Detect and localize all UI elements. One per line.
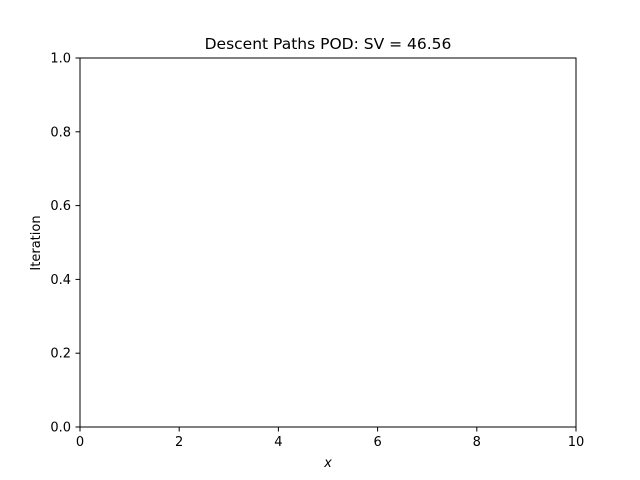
x-tick-label: 0 [76,435,84,450]
y-axis: 0.0 0.2 0.4 0.6 0.8 1.0 [50,52,80,436]
x-tick-label: 10 [568,435,585,450]
x-tick-label: 8 [473,435,481,450]
plot-area [79,57,577,428]
y-axis-label: Iteration [29,215,44,270]
y-tick-label: 0.6 [50,199,71,214]
y-tick-label: 0.0 [50,421,71,436]
y-tick-label: 0.4 [50,273,71,288]
x-tick-label: 6 [373,435,381,450]
x-tick-label: 2 [175,435,183,450]
y-tick-label: 1.0 [50,52,71,67]
x-axis-label: x [323,456,332,471]
y-tick-label: 0.8 [50,125,71,140]
axes-frame [79,57,577,428]
x-axis: 0 2 4 6 8 10 [76,427,584,450]
chart-title: Descent Paths POD: SV = 46.56 [205,35,452,53]
x-tick-label: 4 [274,435,282,450]
y-tick-label: 0.2 [50,347,71,362]
